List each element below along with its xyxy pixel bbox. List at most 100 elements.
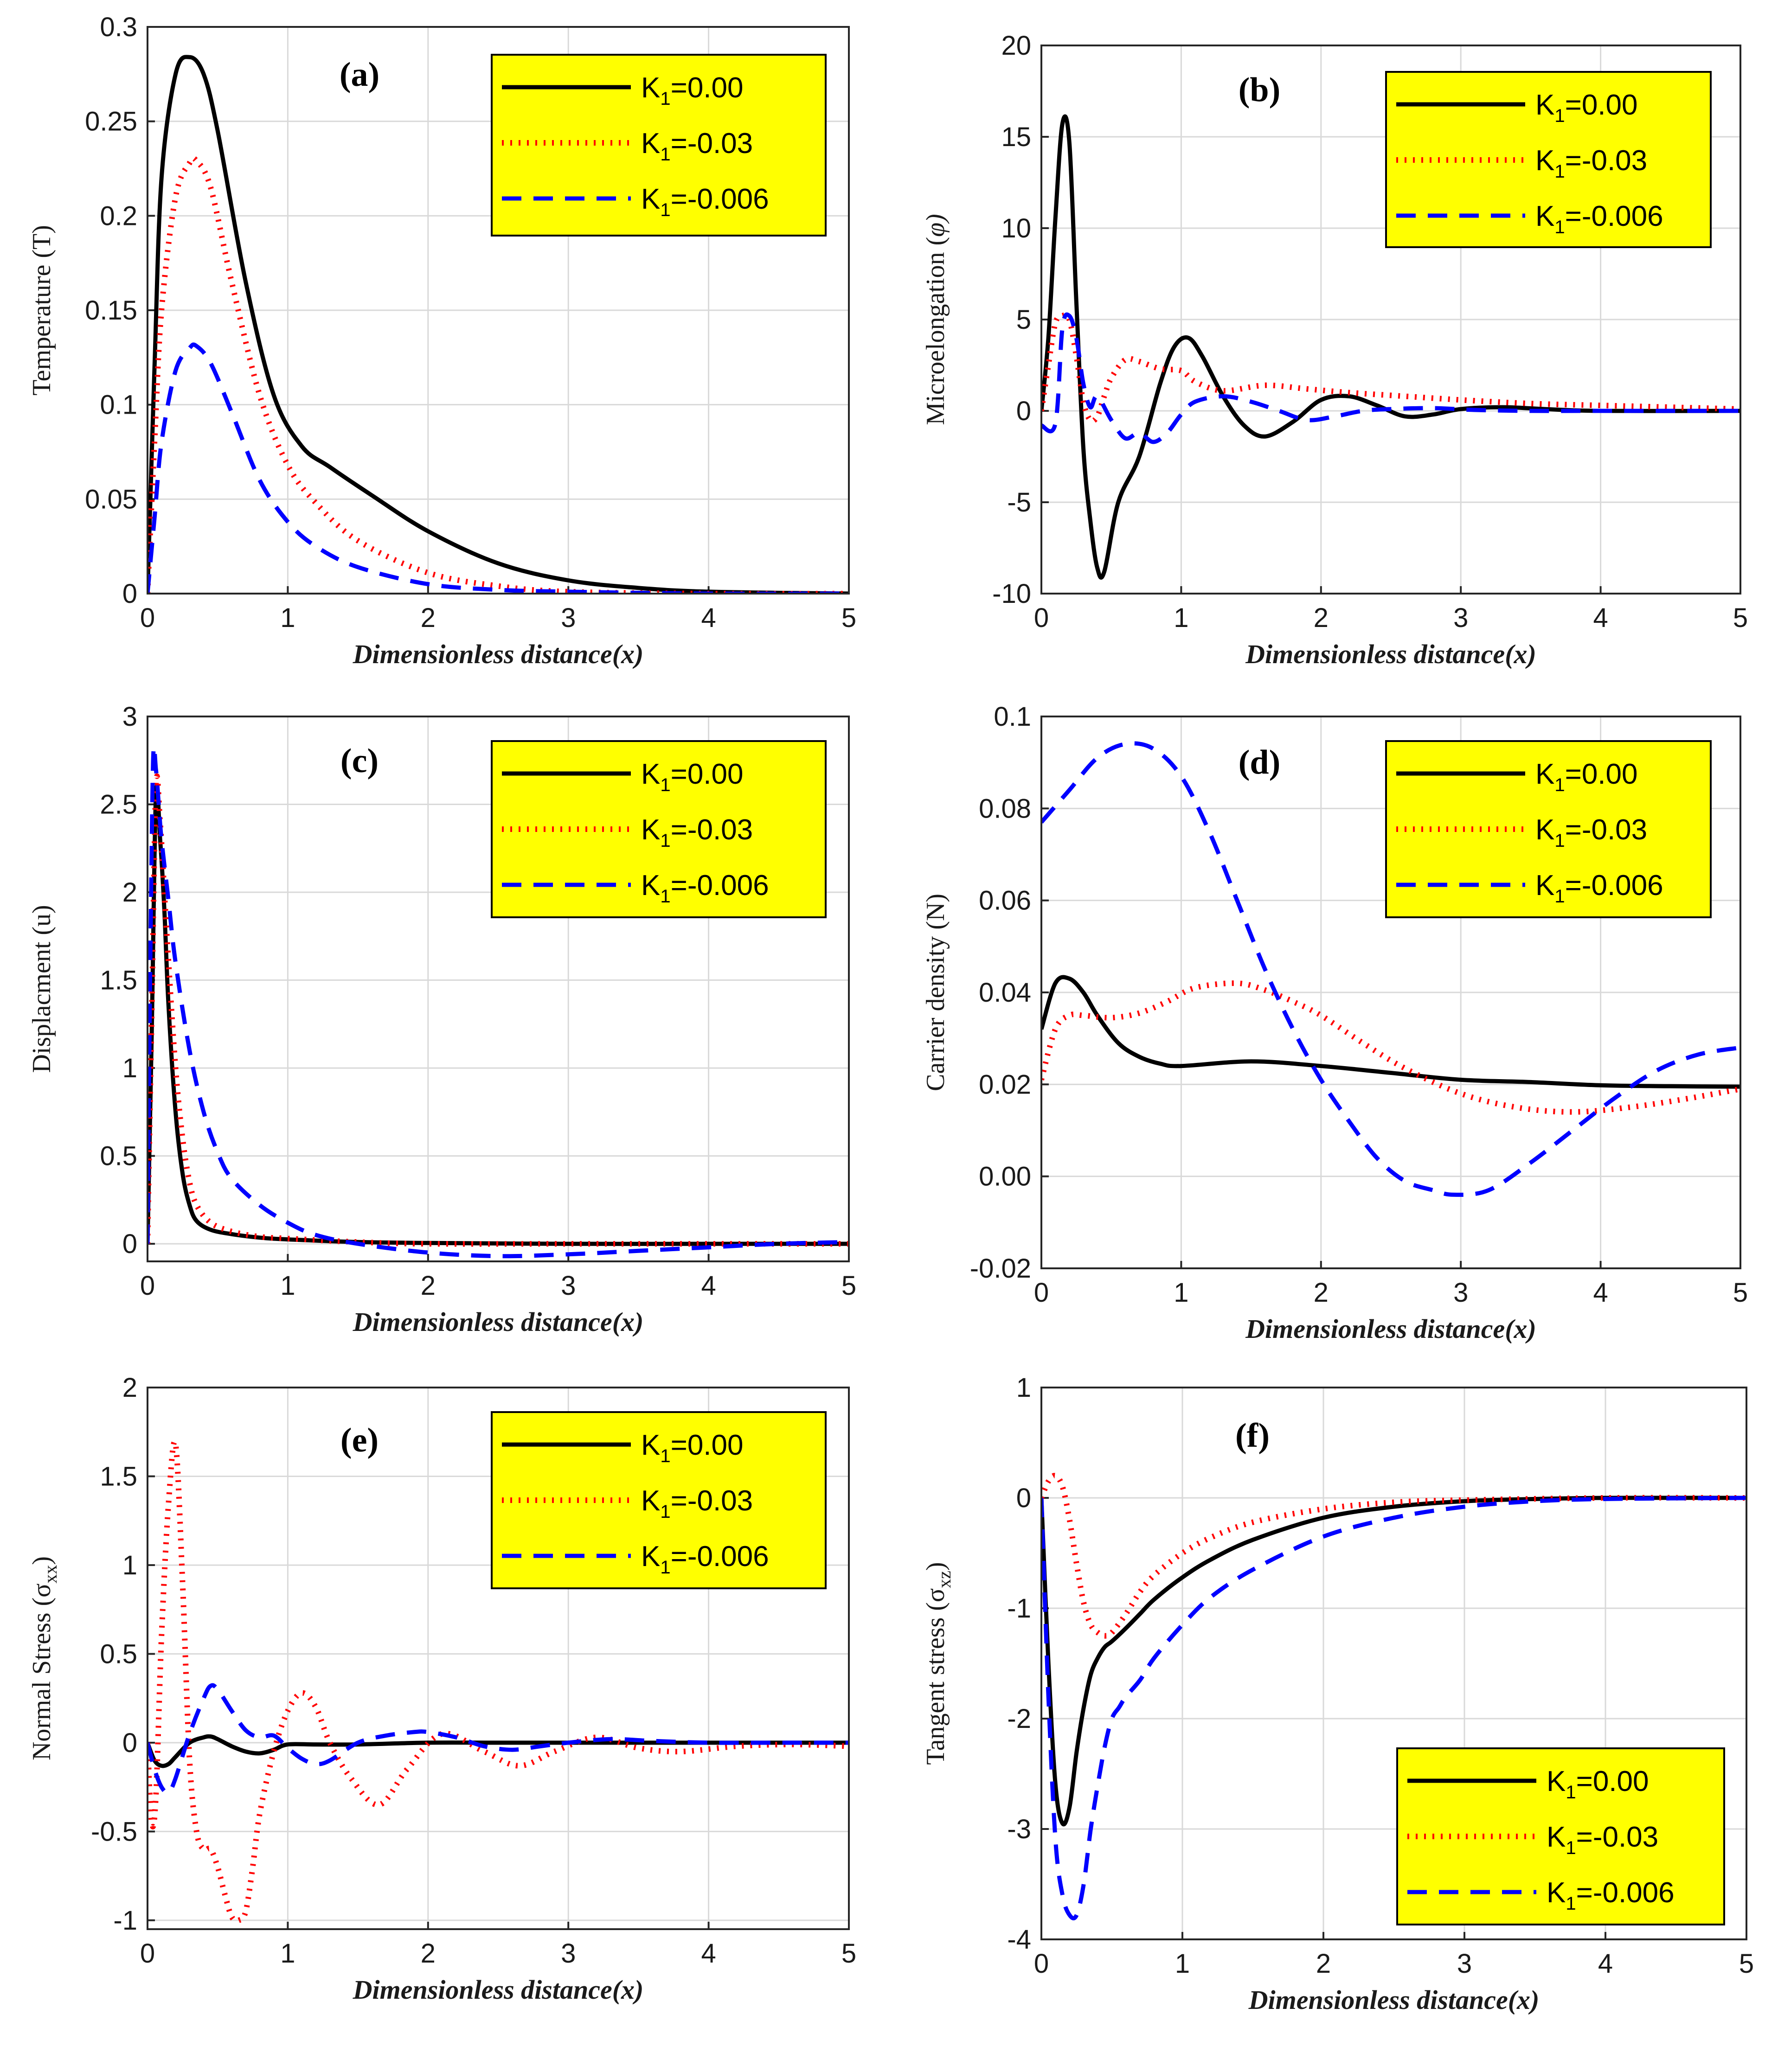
- legend-k-sub: 1: [660, 1502, 670, 1522]
- x-tick-label: 1: [280, 1271, 295, 1301]
- y-axis-label: Carrier density (N): [921, 894, 950, 1091]
- panel-label: (a): [340, 56, 379, 94]
- legend-k: K: [641, 1485, 660, 1517]
- legend-k-sub: 1: [1554, 775, 1565, 795]
- panel-c: 0 1 2 3 4 5 0 0.5 1 1.5 2 2.5 3 Dimensionless distanc…: [27, 702, 856, 1337]
- legend-k: K: [641, 128, 660, 160]
- legend-k-sub: 1: [660, 886, 670, 907]
- legend-k-sub: 1: [660, 1446, 670, 1466]
- legend-entry-label: K1=0.00: [1535, 758, 1638, 795]
- series-line-0: [1041, 114, 1740, 580]
- y-tick-label: -1: [1007, 1593, 1031, 1624]
- y-axis-label-main: Carrier density (N): [921, 894, 950, 1091]
- y-axis-label-tail: φ): [921, 214, 950, 237]
- series-line-0: [1041, 975, 1740, 1089]
- y-axis-label-tail: ): [921, 1562, 950, 1571]
- series-line-2: [1041, 312, 1740, 444]
- x-tick-label: 4: [1593, 1278, 1608, 1308]
- x-tick-label: 5: [1739, 1949, 1754, 1979]
- legend-value: =0.00: [1565, 89, 1638, 121]
- y-axis-label-sub: xx: [40, 1565, 61, 1583]
- y-tick-label: 10: [1001, 213, 1031, 243]
- panel-f: 0 1 2 3 4 5 -4 -3 -2 -1 0 1 Dimensionless distance(x…: [921, 1373, 1754, 2015]
- series-line-2: [1041, 1496, 1746, 1920]
- x-axis-label: Dimensionless distance(x): [353, 1307, 644, 1337]
- legend-k-sub: 1: [660, 1557, 670, 1578]
- x-tick-label: 1: [1175, 1949, 1190, 1979]
- panel-label: (c): [340, 742, 379, 780]
- panel-a: 0 1 2 3 4 5 0 0.05 0.1 0.15 0.2 0.25 0.3 Dimensionles…: [27, 12, 856, 669]
- legend-entry-label: K1=-0.03: [641, 128, 753, 165]
- x-tick-label: 0: [1034, 603, 1049, 633]
- series-line-2: [1041, 741, 1740, 1197]
- x-tick-label: 3: [1453, 603, 1468, 633]
- legend-box: [1385, 71, 1712, 248]
- legend-entry-label: K1=-0.006: [641, 183, 769, 220]
- x-axis-label: Dimensionless distance(x): [353, 639, 644, 669]
- legend-entry-label: K1=-0.03: [641, 814, 753, 851]
- axes-frame: [1040, 1387, 1747, 1940]
- y-axis-label: Normal Stress (σxx): [27, 1556, 61, 1760]
- x-tick-label: 0: [140, 1938, 155, 1969]
- legend-value: =-0.03: [671, 128, 753, 160]
- x-tick-label: 0: [140, 603, 155, 633]
- x-tick-label: 2: [421, 1271, 436, 1301]
- legend-k: K: [1535, 89, 1554, 121]
- y-tick-label: 0: [122, 1728, 137, 1758]
- x-axis-label: Dimensionless distance(x): [1245, 639, 1536, 669]
- legend-entry-label: K1=-0.03: [1535, 814, 1647, 851]
- y-tick-label: -2: [1007, 1704, 1031, 1734]
- legend-entry-label: K1=-0.006: [1535, 870, 1663, 907]
- axes-frame: [147, 716, 850, 1262]
- y-tick-label: 15: [1001, 122, 1031, 152]
- legend-entry-label: K1=-0.006: [641, 1541, 769, 1578]
- x-tick-label: 5: [841, 1938, 856, 1969]
- y-axis-label-tail: ): [27, 1556, 56, 1565]
- legend: K1=0.00 K1=-0.03 K1=-0.006: [1385, 740, 1712, 918]
- panel-label: (b): [1239, 71, 1280, 109]
- y-tick-label: -1: [113, 1906, 137, 1936]
- y-tick-label: 0: [122, 1229, 137, 1259]
- legend-entry-label: K1=-0.006: [1547, 1877, 1675, 1914]
- axes-frame: [1040, 716, 1741, 1269]
- y-tick-label: 1: [122, 1053, 137, 1083]
- x-tick-label: 3: [561, 603, 576, 633]
- legend-k: K: [641, 72, 660, 104]
- x-axis-label: Dimensionless distance(x): [1245, 1314, 1536, 1344]
- y-tick-label: 0.15: [85, 295, 137, 326]
- y-axis-label-main: Temperature (T): [27, 225, 56, 396]
- y-tick-label: 2.5: [100, 790, 137, 820]
- panel-d: 0 1 2 3 4 5 -0.02 0.00 0.02 0.04 0.06 0.08 0.1 Dimens…: [921, 702, 1748, 1344]
- y-tick-label: 2: [122, 877, 137, 908]
- legend-value: =-0.03: [671, 1485, 753, 1517]
- legend-entry-label: K1=-0.03: [1535, 145, 1647, 182]
- legend-value: =-0.03: [1565, 814, 1648, 846]
- legend-box: [491, 1411, 827, 1589]
- legend-value: =0.00: [671, 758, 744, 790]
- x-tick-label: 5: [1733, 1278, 1748, 1308]
- panel-e: 0 1 2 3 4 5 -1 -0.5 0 0.5 1 1.5 2 Dimensionless dista…: [27, 1373, 856, 2005]
- legend-box: [1385, 740, 1712, 918]
- legend-value: =-0.006: [671, 1541, 769, 1573]
- legend-k: K: [641, 758, 660, 790]
- legend-k-sub: 1: [1554, 161, 1565, 182]
- legend-box: [1396, 1747, 1725, 1925]
- series-line-1: [1041, 980, 1740, 1115]
- x-tick-label: 5: [841, 603, 856, 633]
- legend-k: K: [641, 183, 660, 215]
- legend-k: K: [1535, 814, 1554, 846]
- x-tick-label: 2: [1314, 1278, 1329, 1308]
- y-tick-label: 0.04: [979, 978, 1031, 1008]
- legend-entry-label: K1=0.00: [641, 758, 744, 795]
- legend-k-sub: 1: [660, 89, 670, 109]
- y-tick-label: 1: [122, 1550, 137, 1580]
- x-tick-label: 4: [701, 603, 716, 633]
- legend-entry-label: K1=-0.03: [641, 1485, 753, 1522]
- legend-k: K: [641, 1429, 660, 1461]
- y-axis-label: Temperature (T): [27, 225, 56, 396]
- series-line-2: [148, 1683, 849, 1795]
